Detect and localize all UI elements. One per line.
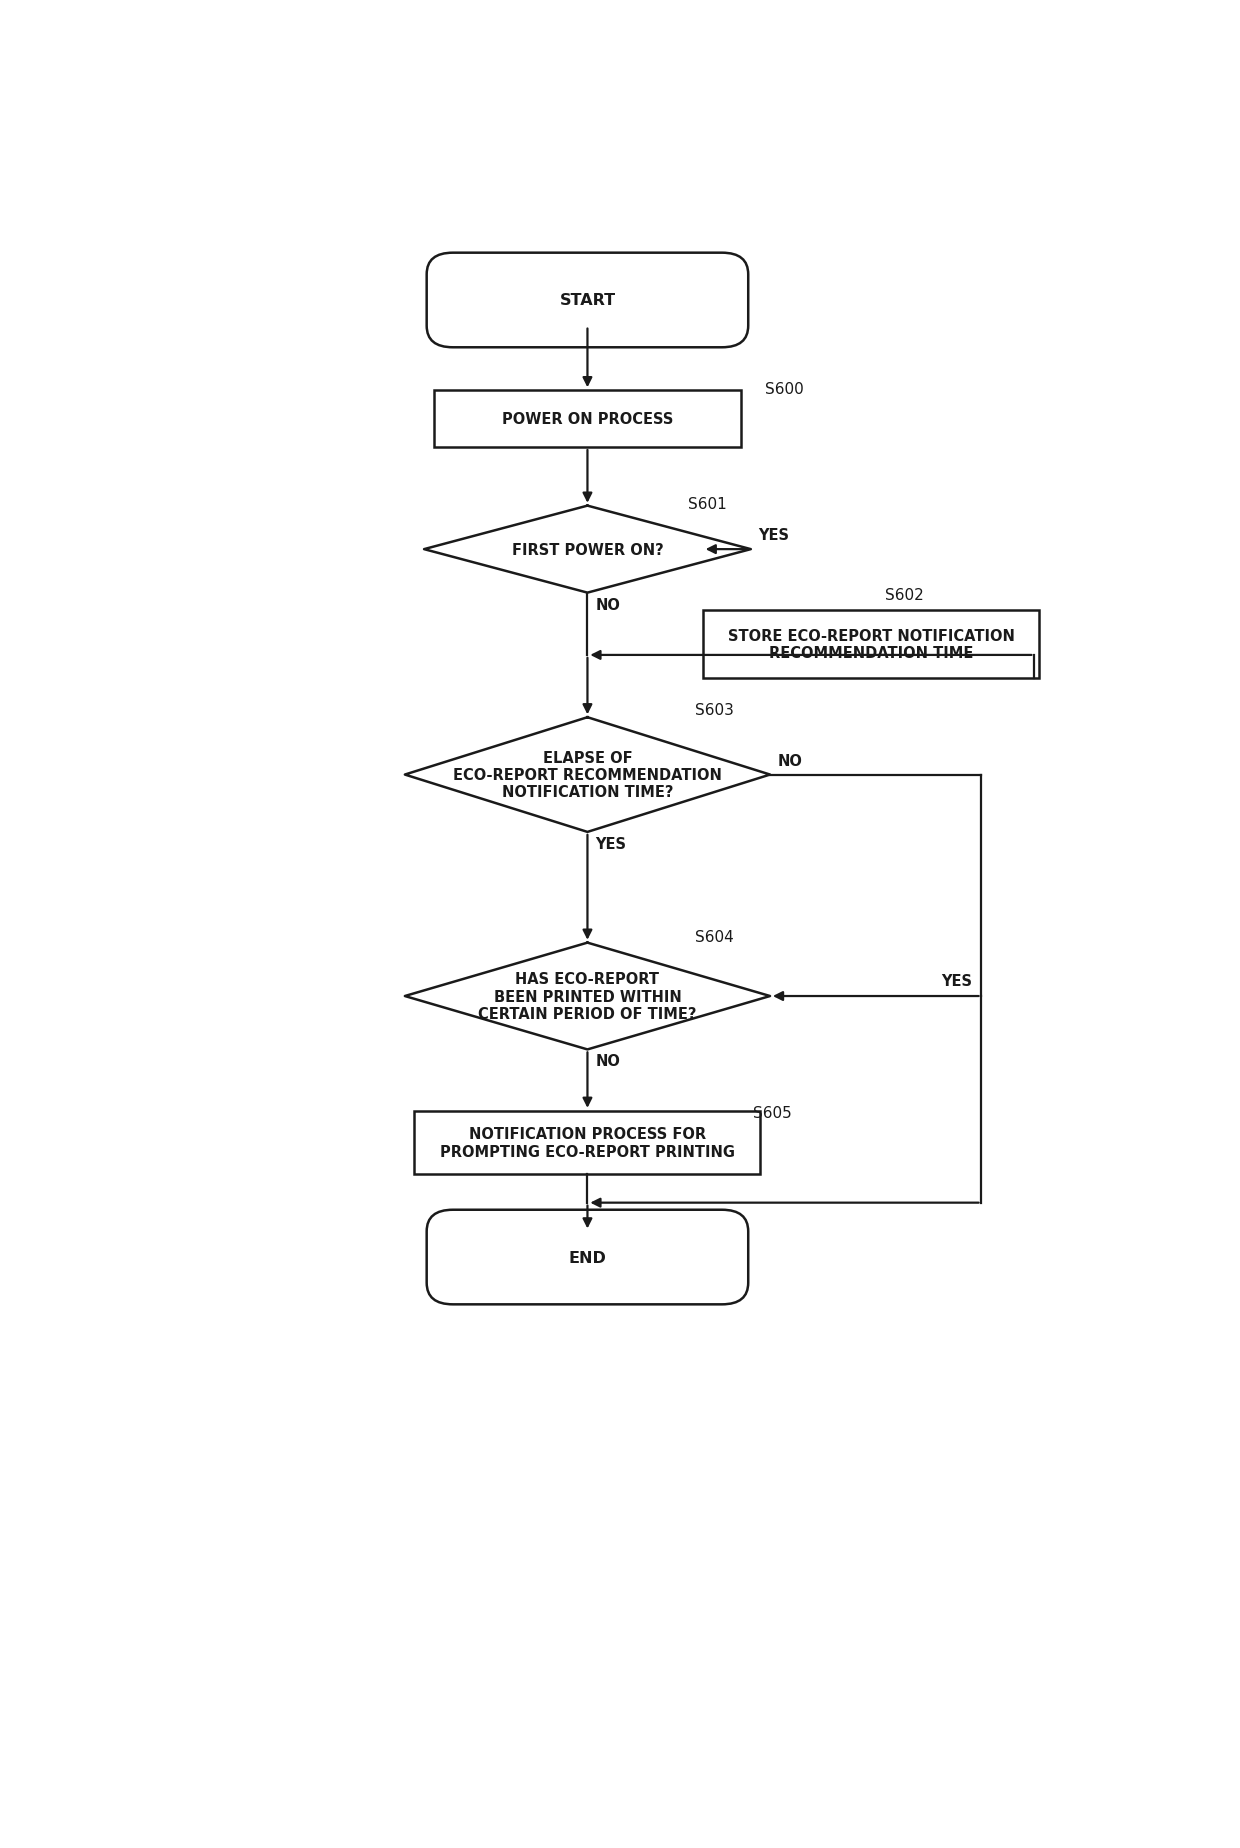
- Text: YES: YES: [759, 529, 790, 543]
- Text: START: START: [559, 294, 615, 309]
- Text: FIRST POWER ON?: FIRST POWER ON?: [512, 541, 663, 558]
- Polygon shape: [424, 506, 751, 593]
- Text: NO: NO: [595, 597, 620, 612]
- Text: YES: YES: [941, 974, 972, 989]
- Text: S600: S600: [765, 383, 804, 397]
- Text: ELAPSE OF
ECO-REPORT RECOMMENDATION
NOTIFICATION TIME?: ELAPSE OF ECO-REPORT RECOMMENDATION NOTI…: [453, 750, 722, 800]
- Bar: [414, 1111, 760, 1173]
- Polygon shape: [404, 717, 770, 832]
- Bar: [703, 612, 1039, 678]
- Text: POWER ON PROCESS: POWER ON PROCESS: [502, 412, 673, 427]
- Bar: [434, 392, 742, 447]
- Text: S602: S602: [885, 588, 924, 602]
- Text: S601: S601: [688, 497, 727, 512]
- Text: HAS ECO-REPORT
BEEN PRINTED WITHIN
CERTAIN PERIOD OF TIME?: HAS ECO-REPORT BEEN PRINTED WITHIN CERTA…: [479, 972, 697, 1022]
- Polygon shape: [404, 942, 770, 1050]
- Text: YES: YES: [595, 837, 626, 852]
- Text: NO: NO: [595, 1053, 620, 1068]
- Text: S604: S604: [696, 930, 734, 944]
- FancyBboxPatch shape: [427, 1210, 748, 1305]
- Text: S603: S603: [696, 702, 734, 717]
- Text: STORE ECO-REPORT NOTIFICATION
RECOMMENDATION TIME: STORE ECO-REPORT NOTIFICATION RECOMMENDA…: [728, 628, 1014, 662]
- Text: END: END: [568, 1249, 606, 1264]
- Text: S605: S605: [753, 1105, 791, 1120]
- FancyBboxPatch shape: [427, 253, 748, 347]
- Text: NO: NO: [777, 754, 802, 769]
- Text: NOTIFICATION PROCESS FOR
PROMPTING ECO-REPORT PRINTING: NOTIFICATION PROCESS FOR PROMPTING ECO-R…: [440, 1127, 735, 1159]
